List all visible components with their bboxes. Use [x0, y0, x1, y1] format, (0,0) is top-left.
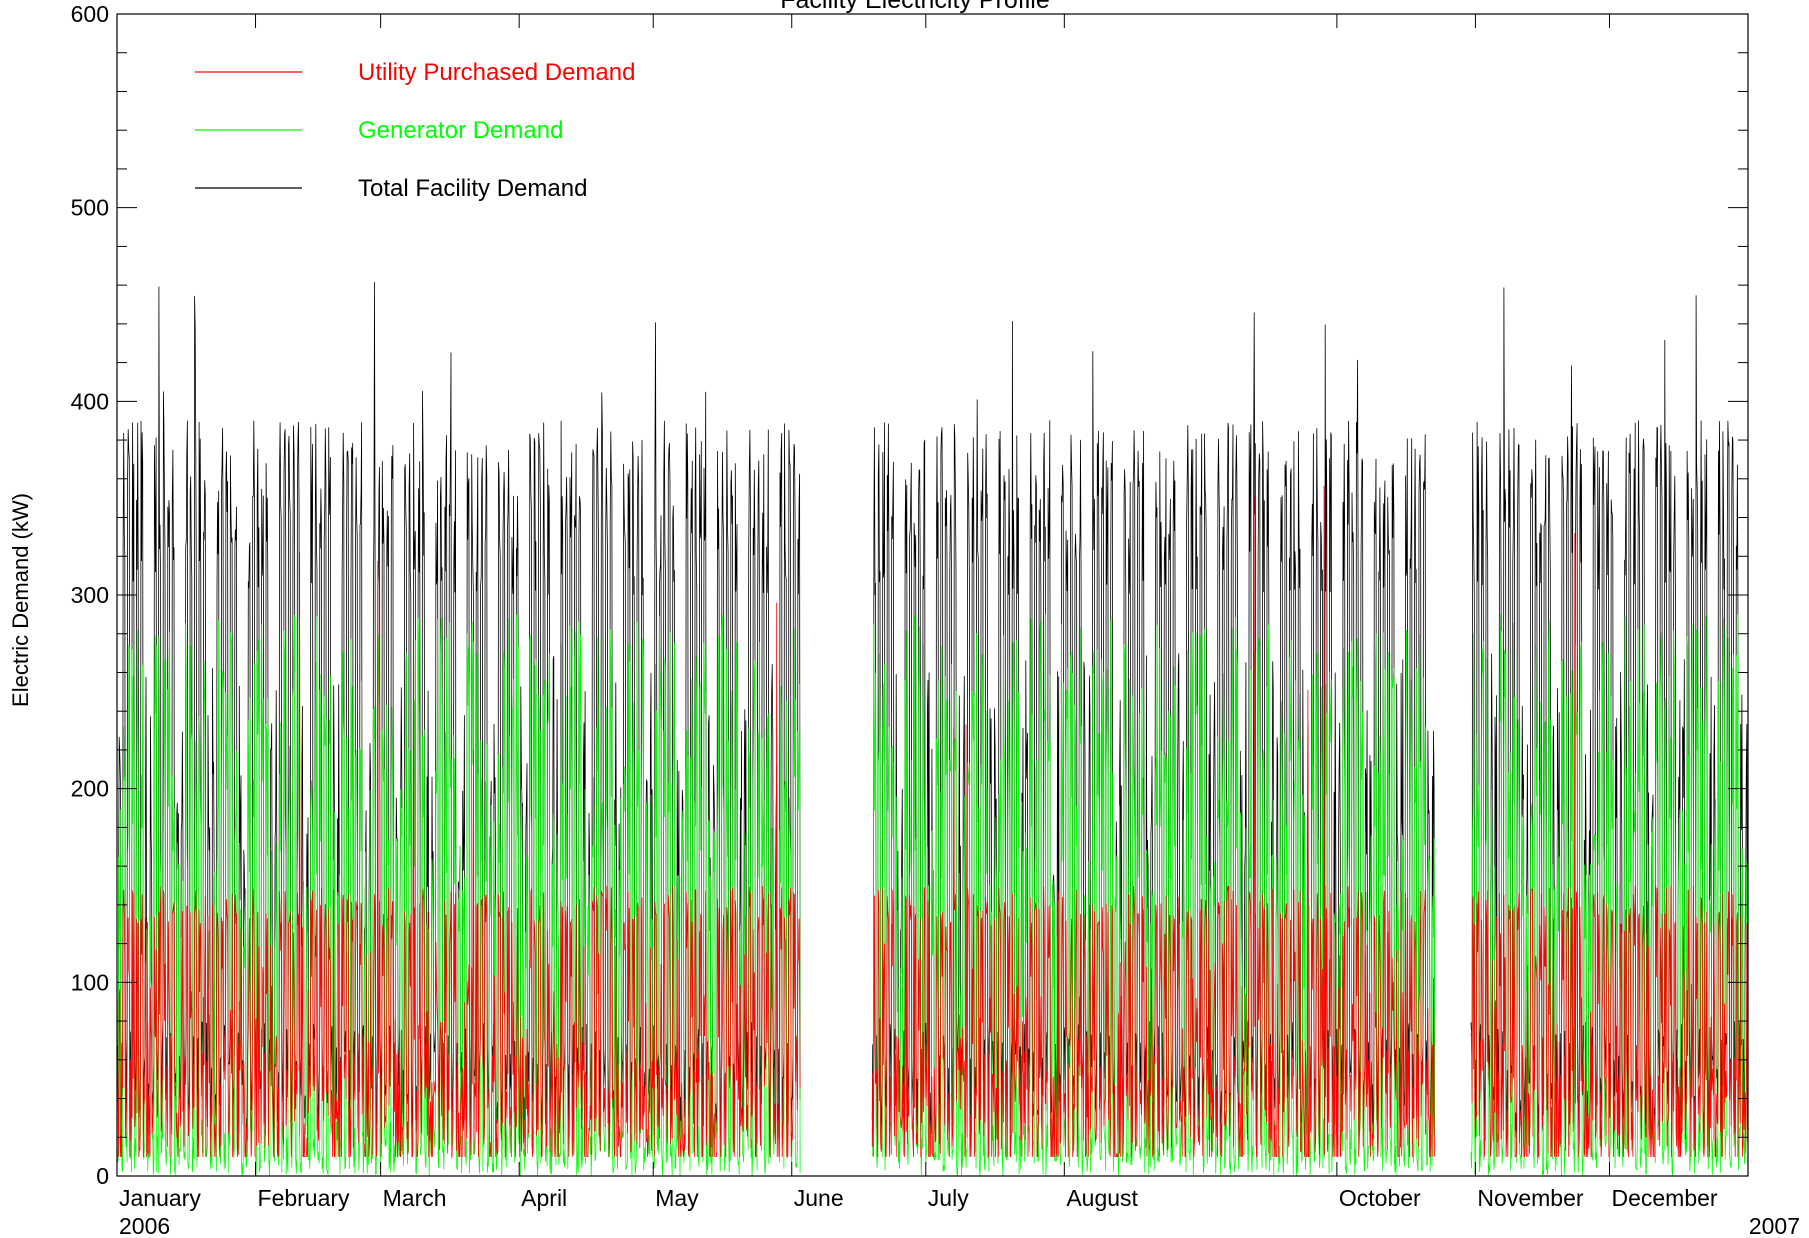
- series-line-generator-demand: [116, 614, 801, 1177]
- x-month-label: February: [258, 1185, 351, 1211]
- chart-title: Facility Electricity Profile: [780, 0, 1050, 14]
- series-line-utility-purchased-demand: [116, 552, 801, 1157]
- y-tick-label: 200: [71, 776, 109, 802]
- x-month-label: July: [928, 1185, 969, 1211]
- y-tick-label: 500: [71, 195, 109, 221]
- x-month-label: August: [1066, 1185, 1138, 1211]
- x-axis: January February March April May June July Augu…: [116, 14, 1800, 1238]
- legend-label: Total Facility Demand: [358, 175, 587, 202]
- x-month-label: May: [655, 1185, 699, 1211]
- series-utility-purchased-demand: [116, 485, 1748, 1157]
- x-month-label: October: [1339, 1185, 1421, 1211]
- y-tick-label: 300: [71, 582, 109, 608]
- series-line-utility-purchased-demand: [871, 485, 1435, 1157]
- x-start-year-label: 2006: [119, 1213, 170, 1238]
- y-axis-label: Electric Demand (kW): [8, 493, 33, 707]
- y-tick-label: 100: [71, 969, 109, 995]
- x-end-year-label: 2007: [1749, 1213, 1800, 1238]
- series-line-total-facility-demand: [116, 281, 801, 1138]
- y-tick-label: 600: [71, 1, 109, 27]
- x-month-label: April: [521, 1185, 567, 1211]
- x-month-label: December: [1611, 1185, 1717, 1211]
- y-tick-label: 400: [71, 388, 109, 414]
- plot-area: [116, 281, 1748, 1177]
- y-tick-label: 0: [96, 1163, 109, 1189]
- x-month-label: June: [794, 1185, 844, 1211]
- y-axis: 0 100 200 300 400 500 600: [71, 1, 1748, 1189]
- x-month-label: January: [119, 1185, 201, 1211]
- x-month-label: November: [1477, 1185, 1583, 1211]
- legend-label: Generator Demand: [358, 117, 563, 144]
- legend-label: Utility Purchased Demand: [358, 59, 635, 86]
- plot-frame: [116, 13, 1749, 1177]
- legend: Utility Purchased Demand Generator Demand…: [195, 59, 635, 202]
- x-month-label: March: [383, 1185, 447, 1211]
- series-line-utility-purchased-demand: [1470, 533, 1748, 1157]
